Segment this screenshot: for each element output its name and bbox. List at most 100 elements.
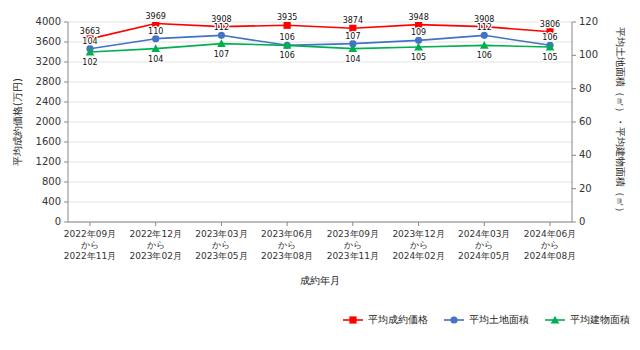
tick-mark <box>64 122 68 123</box>
legend-item: 平均成約価格 <box>343 314 428 325</box>
axis-title: 成約年月 <box>300 275 340 286</box>
tick-label: から <box>344 240 362 250</box>
tick-label: から <box>475 240 493 250</box>
data-label: 107 <box>345 32 360 41</box>
marker <box>481 32 488 39</box>
tick-label: 0 <box>579 216 585 227</box>
tick-label: 2023年09月 <box>327 229 379 239</box>
tick-mark <box>64 62 68 63</box>
tick-label: 2023年11月 <box>327 251 379 261</box>
axis-title: 平均土地面積（㎡）・平均建物面積（㎡） <box>615 27 626 217</box>
tick-mark <box>64 162 68 163</box>
axes: 0400800120016002000240028003200360040000… <box>36 16 599 261</box>
data-label: 106 <box>280 51 295 60</box>
legend-label: 平均成約価格 <box>368 314 428 325</box>
marker <box>349 44 358 52</box>
grid-line <box>68 202 572 203</box>
data-label: 104 <box>148 55 163 64</box>
tick-mark <box>90 222 91 226</box>
tick-mark <box>64 22 68 23</box>
tick-label: 80 <box>579 83 592 94</box>
grid-line <box>68 22 572 23</box>
tick-mark <box>572 188 576 189</box>
tick-mark <box>64 222 68 223</box>
grid-line <box>68 142 572 143</box>
tick-label: 2023年03月 <box>195 229 247 239</box>
tick-label: から <box>541 240 559 250</box>
marker <box>218 32 225 39</box>
data-label: 3908 <box>474 15 494 24</box>
axis-line <box>68 222 572 223</box>
marker <box>152 35 159 42</box>
tick-mark <box>418 222 419 226</box>
tick-label: 2400 <box>36 96 61 107</box>
grid-line <box>68 182 572 183</box>
tick-mark <box>64 42 68 43</box>
marker <box>414 43 423 51</box>
tick-label: 2024年05月 <box>458 251 510 261</box>
data-label: 102 <box>82 58 97 67</box>
data-label: 106 <box>477 51 492 60</box>
grid-line <box>68 42 572 43</box>
series <box>86 22 553 42</box>
tick-mark <box>64 82 68 83</box>
legend-marker <box>551 316 560 324</box>
tick-mark <box>64 102 68 103</box>
marker <box>86 48 95 56</box>
tick-mark <box>352 222 353 226</box>
data-label: 110 <box>148 27 163 36</box>
tick-label: 2023年06月 <box>261 229 313 239</box>
tick-label: 60 <box>579 116 592 127</box>
marker <box>151 44 160 52</box>
legend-item: 平均建物面積 <box>545 314 630 325</box>
data-label: 109 <box>411 28 426 37</box>
tick-mark <box>572 155 576 156</box>
data-label: 112 <box>214 23 229 32</box>
data-label: 107 <box>214 50 229 59</box>
grid-line <box>68 62 572 63</box>
tick-label: 400 <box>42 196 61 207</box>
tick-mark <box>572 122 576 123</box>
data-label: 104 <box>82 37 97 46</box>
data-label: 104 <box>345 55 360 64</box>
tick-label: 2023年05月 <box>195 251 247 261</box>
tick-label: 2800 <box>36 76 61 87</box>
tick-mark <box>64 142 68 143</box>
marker <box>415 22 422 28</box>
grid-line <box>68 82 572 83</box>
tick-label: 100 <box>579 49 598 60</box>
data-label: 3874 <box>343 16 363 25</box>
grid-line <box>68 162 572 163</box>
data-label: 3935 <box>277 13 297 22</box>
tick-mark <box>572 55 576 56</box>
tick-label: 2024年03月 <box>458 229 510 239</box>
tick-mark <box>221 222 222 226</box>
tick-label: から <box>212 240 230 250</box>
grid-line <box>68 122 572 123</box>
legend: 平均成約価格 平均土地面積 平均建物面積 <box>343 314 630 325</box>
tick-label: 20 <box>579 183 592 194</box>
tick-label: 4000 <box>36 16 61 27</box>
grid-line <box>68 102 572 103</box>
tick-mark <box>64 202 68 203</box>
tick-label: から <box>81 240 99 250</box>
data-label: 112 <box>477 23 492 32</box>
legend-label: 平均建物面積 <box>570 314 630 325</box>
grid <box>68 22 572 222</box>
tick-label: 2023年02月 <box>130 251 182 261</box>
tick-label: 2022年09月 <box>64 229 116 239</box>
background <box>0 0 640 350</box>
legend-marker <box>450 316 457 323</box>
tick-label: 2023年12月 <box>392 229 444 239</box>
data-label: 3908 <box>211 15 231 24</box>
legend-label: 平均土地面積 <box>469 314 529 325</box>
legend-item: 平均土地面積 <box>444 314 529 325</box>
tick-label: 1200 <box>36 156 61 167</box>
tick-label: 40 <box>579 149 592 160</box>
data-label: 106 <box>542 33 557 42</box>
tick-label: から <box>278 240 296 250</box>
axis-line <box>68 22 69 222</box>
tick-mark <box>572 88 576 89</box>
axis-line <box>572 22 573 222</box>
grid-line <box>68 222 572 223</box>
